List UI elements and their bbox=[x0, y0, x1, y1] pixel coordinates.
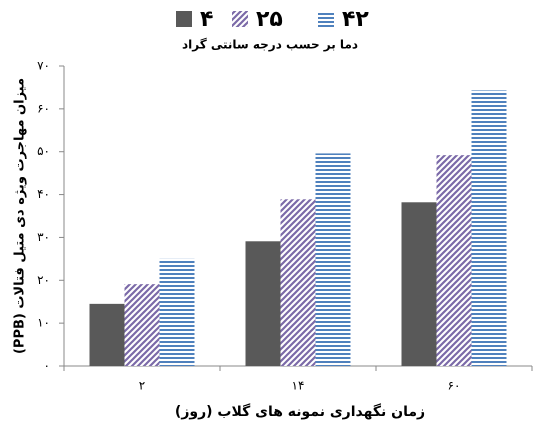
x-tick-label: ۲ bbox=[139, 379, 145, 393]
x-tick-label: ۱۴ bbox=[292, 379, 305, 393]
legend-swatch bbox=[232, 11, 248, 27]
bar bbox=[159, 258, 195, 366]
legend-label: ۲۵ bbox=[256, 7, 283, 32]
bar bbox=[124, 284, 160, 366]
y-tick-label: ۰ bbox=[44, 359, 50, 373]
y-tick-label: ۷۰ bbox=[37, 59, 50, 73]
x-tick-label: ۶۰ bbox=[448, 379, 461, 393]
bar bbox=[89, 303, 125, 366]
y-tick-label: ۱۰ bbox=[37, 316, 50, 330]
bar bbox=[436, 155, 472, 366]
legend-swatch bbox=[318, 11, 334, 27]
y-tick-label: ۳۰ bbox=[37, 230, 50, 244]
y-tick-label: ۵۰ bbox=[37, 144, 50, 158]
y-axis-label: میزان مهاجرت ویژه دی متیل فتالات (PPB) bbox=[13, 78, 28, 354]
legend-title: دما بر حسب درجه سانتی گراد bbox=[182, 38, 358, 52]
y-tick-label: ۲۰ bbox=[37, 273, 50, 287]
legend-swatch bbox=[176, 11, 192, 27]
legend-label: ۴۲ bbox=[342, 7, 369, 32]
bar bbox=[471, 90, 507, 366]
y-tick-label: ۶۰ bbox=[37, 101, 50, 115]
bar bbox=[245, 241, 281, 366]
bar bbox=[401, 202, 437, 366]
x-axis-label: زمان نگهداری نمونه های گلاب (روز) bbox=[175, 403, 425, 420]
bar bbox=[315, 153, 351, 366]
y-tick-label: ۴۰ bbox=[37, 187, 50, 201]
legend-label: ۴ bbox=[200, 7, 213, 32]
bar bbox=[280, 199, 316, 366]
